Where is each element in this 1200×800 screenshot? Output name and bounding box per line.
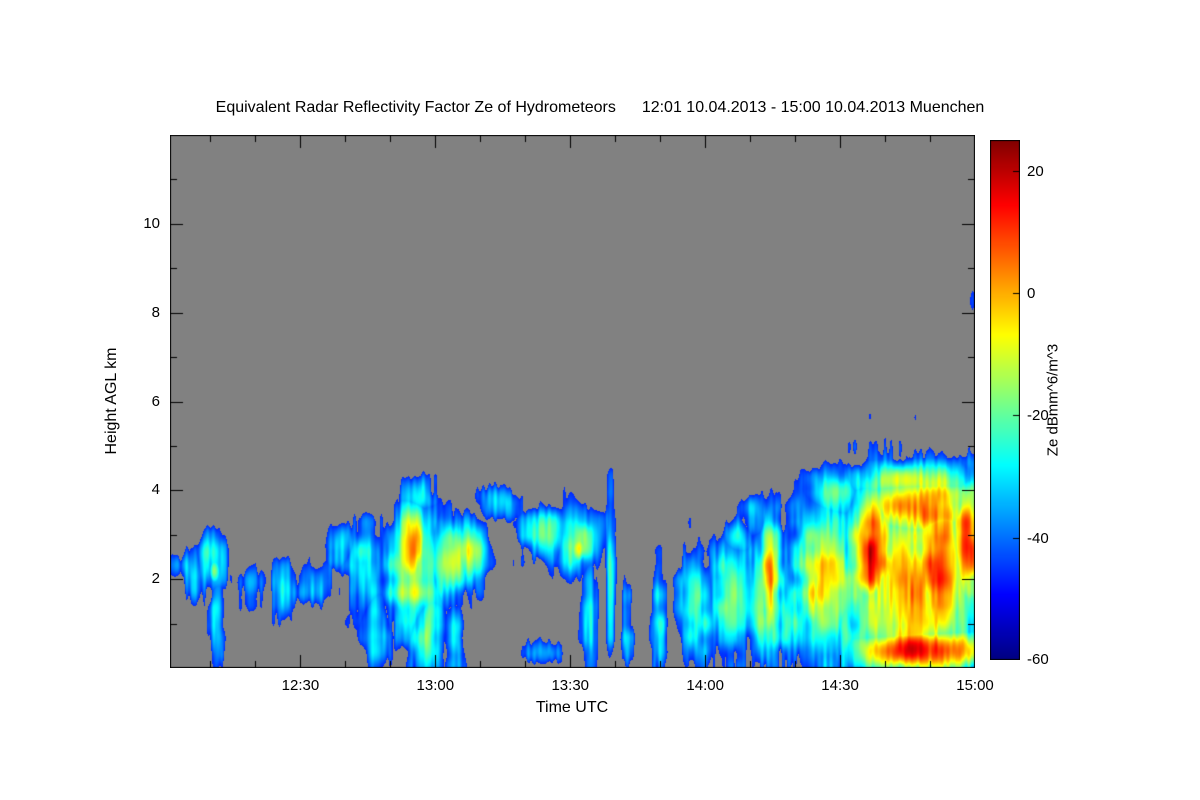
colorbar-tick-label: 20 (1027, 162, 1044, 180)
y-tick-label: 10 (143, 214, 160, 232)
x-tick-label: 15:00 (956, 677, 994, 694)
y-tick-label: 8 (151, 303, 160, 321)
colorbar-tick-label: -20 (1027, 406, 1049, 424)
x-axis-label: Time UTC (535, 699, 609, 716)
chart-title: Equivalent Radar Reflectivity Factor Ze … (0, 99, 1200, 117)
chart-title-main: Equivalent Radar Reflectivity Factor Ze … (215, 99, 616, 116)
colorbar-label: Ze dBmm^6/m^3 (1044, 343, 1062, 457)
x-tick-label: 13:00 (416, 677, 455, 694)
colorbar-canvas (990, 140, 1020, 660)
y-tick-label: 4 (151, 481, 160, 499)
x-tick-label: 12:30 (281, 677, 320, 694)
y-tick-label: 6 (151, 392, 160, 410)
colorbar-tick-label: 0 (1027, 284, 1036, 302)
colorbar-tick-label: -40 (1027, 529, 1049, 547)
colorbar-tick-label: -60 (1027, 650, 1049, 668)
x-tick-label: 13:30 (551, 677, 590, 694)
heatmap-canvas (170, 135, 975, 668)
x-tick-label: 14:00 (686, 677, 724, 694)
y-tick-label: 2 (151, 570, 160, 588)
chart-title-range: 12:01 10.04.2013 - 15:00 10.04.2013 Muen… (641, 99, 985, 116)
x-tick-label: 14:30 (821, 677, 859, 694)
